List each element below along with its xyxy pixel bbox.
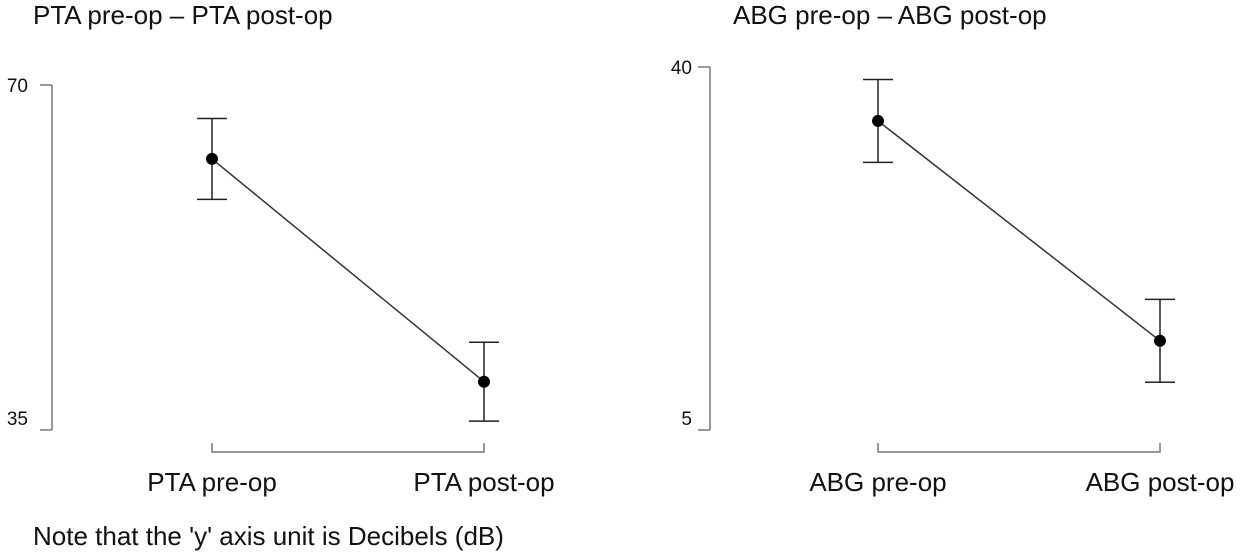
x-tick-label: ABG pre-op — [809, 467, 946, 497]
point — [872, 114, 884, 127]
connect-line — [211, 158, 485, 383]
x-axis — [877, 443, 1161, 453]
y-tick-label: 40 — [671, 58, 692, 79]
x-axis — [211, 443, 485, 453]
chart-title: PTA pre-op – PTA post-op — [33, 0, 333, 30]
chart-title: ABG pre-op – ABG post-op — [733, 0, 1047, 30]
y-tick-label: 5 — [681, 409, 692, 430]
y-tick-label: 35 — [7, 409, 28, 430]
point — [478, 375, 490, 388]
point — [206, 152, 218, 165]
note: Note that the 'y' axis unit is Decibels … — [33, 521, 504, 551]
y-tick-label: 70 — [7, 76, 28, 97]
x-tick-label: PTA post-op — [413, 467, 554, 497]
point — [1154, 334, 1166, 347]
x-tick-label: PTA pre-op — [147, 467, 277, 497]
connect-line — [877, 120, 1161, 342]
x-tick-label: ABG post-op — [1086, 467, 1235, 497]
